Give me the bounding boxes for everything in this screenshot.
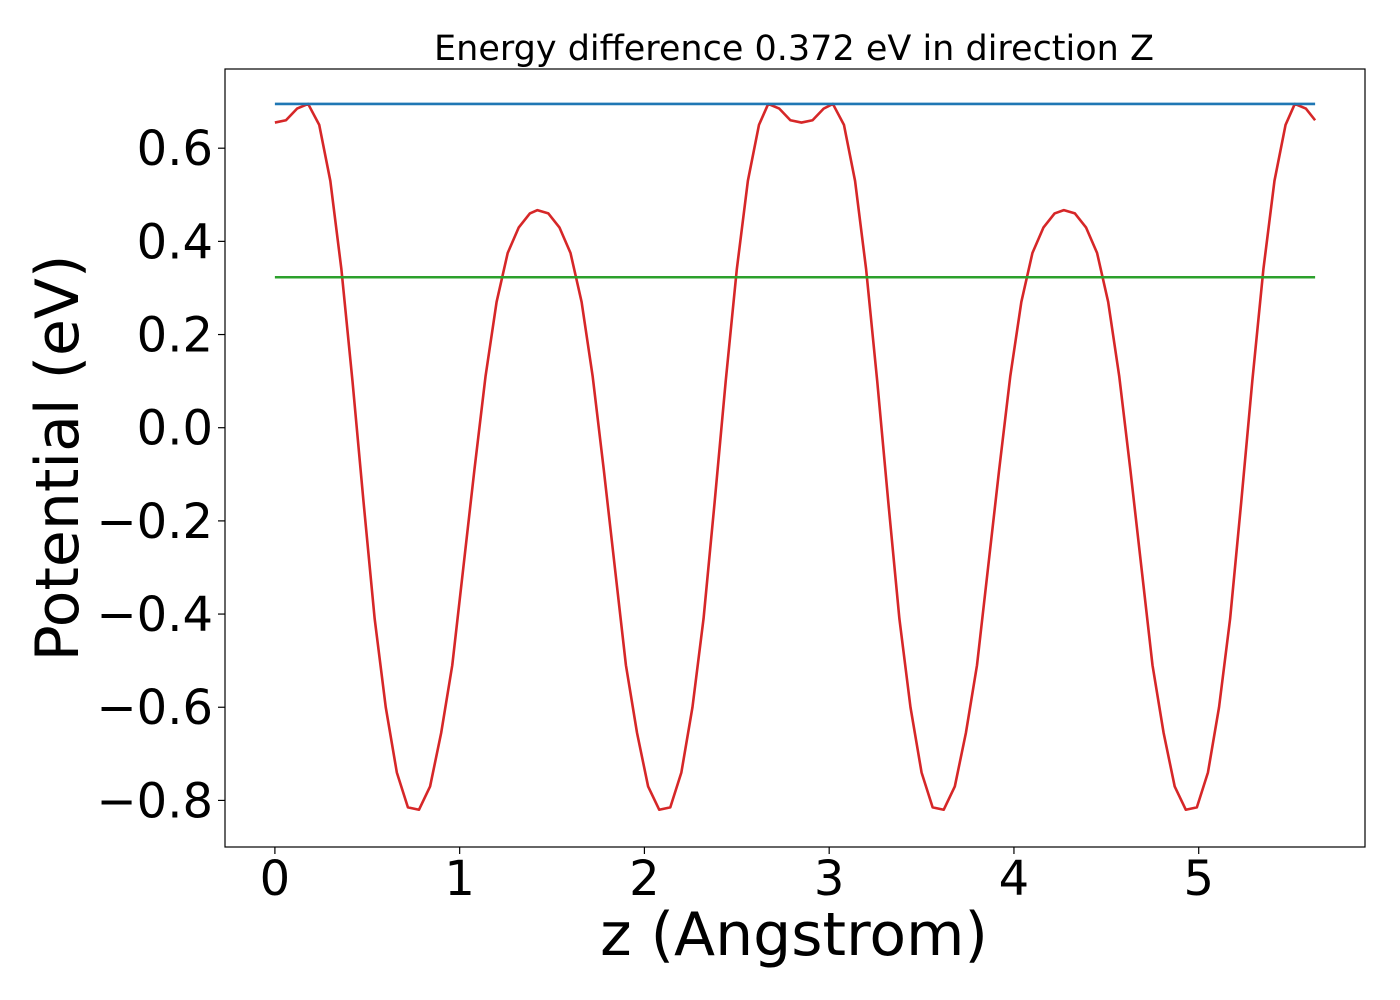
y-axis-ticks: 0.6 0.4 0.2 0.0 −0.2 −0.4 −0.6 −0.8 <box>96 121 225 829</box>
chart-title: Energy difference 0.372 eV in direction … <box>434 29 1154 69</box>
series-layer <box>274 102 1317 812</box>
x-tick-label: 0 <box>260 851 291 907</box>
plot-frame <box>224 68 1366 848</box>
series-line-0 <box>274 102 1317 812</box>
x-axis-ticks: 0 1 2 3 4 5 <box>260 847 1214 907</box>
y-tick-label: 0.0 <box>137 401 213 457</box>
y-tick-label: 0.4 <box>137 214 213 270</box>
y-tick-label: 0.6 <box>137 121 213 177</box>
x-tick-label: 4 <box>999 851 1030 907</box>
y-tick-label: −0.8 <box>96 773 213 829</box>
x-tick-label: 5 <box>1183 851 1214 907</box>
x-tick-label: 1 <box>444 851 475 907</box>
y-tick-label: −0.4 <box>96 587 213 643</box>
x-tick-label: 3 <box>814 851 845 907</box>
y-tick-label: 0.2 <box>137 308 213 364</box>
y-tick-label: −0.2 <box>96 494 213 550</box>
x-tick-label: 2 <box>629 851 660 907</box>
y-axis-label: Potential (eV) <box>23 255 93 662</box>
y-tick-label: −0.6 <box>96 680 213 736</box>
x-axis-label: z (Angstrom) <box>600 900 988 970</box>
